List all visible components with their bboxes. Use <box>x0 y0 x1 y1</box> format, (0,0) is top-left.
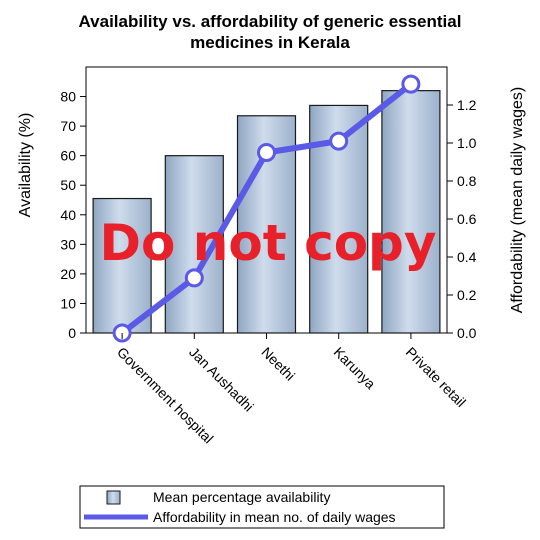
watermark: Do not copy <box>100 214 437 272</box>
right-axis-label: Affordability (mean daily wages) <box>509 87 526 313</box>
right-tick-label: 0.4 <box>457 249 477 265</box>
legend-frame <box>79 485 445 529</box>
right-tick-label: 0.0 <box>457 325 477 341</box>
left-tick-label: 40 <box>60 207 76 223</box>
line-point <box>401 74 421 94</box>
right-tick-label: 0.6 <box>457 211 477 227</box>
bar <box>92 197 152 334</box>
line-point <box>329 131 349 151</box>
right-tick-label: 1.2 <box>457 97 477 113</box>
left-axis-label: Availability (%) <box>17 113 34 218</box>
left-tick-label: 20 <box>60 266 76 282</box>
right-tick-label: 0.8 <box>457 173 477 189</box>
left-tick-label: 10 <box>60 295 76 311</box>
left-tick-label: 60 <box>60 148 76 164</box>
legend-bar-swatch <box>106 490 121 505</box>
line-series <box>112 74 421 343</box>
x-tick-label: Neethi <box>258 344 298 384</box>
x-tick-label: Karunya <box>331 344 379 392</box>
line-point <box>257 143 276 162</box>
legend-line-label: Affordability in mean no. of daily wages <box>153 509 396 525</box>
chart-title-line: medicines in Kerala <box>190 33 350 52</box>
chart-title-line: Availability vs. affordability of generi… <box>79 12 462 31</box>
chart-title: Availability vs. affordability of generi… <box>79 12 462 52</box>
right-y-axis: 0.0 0.2 0.4 0.6 0.8 1.0 1.2 <box>447 97 477 341</box>
left-tick-label: 30 <box>60 236 76 252</box>
left-tick-label: 70 <box>60 118 76 134</box>
x-tick-label: Jan Aushadhi <box>186 344 257 415</box>
bar <box>381 90 441 334</box>
left-tick-label: 80 <box>60 89 76 105</box>
legend: Mean percentage availability Affordabilit… <box>79 485 445 529</box>
x-tick-label: Private retail <box>403 344 469 410</box>
line-point <box>184 268 204 288</box>
left-y-axis: 0 10 20 30 40 50 60 70 80 <box>60 89 86 341</box>
right-tick-label: 1.0 <box>457 135 477 151</box>
left-tick-label: 0 <box>68 325 76 341</box>
left-tick-label: 50 <box>60 177 76 193</box>
right-tick-label: 0.2 <box>457 287 477 303</box>
legend-bar-label: Mean percentage availability <box>153 489 330 505</box>
